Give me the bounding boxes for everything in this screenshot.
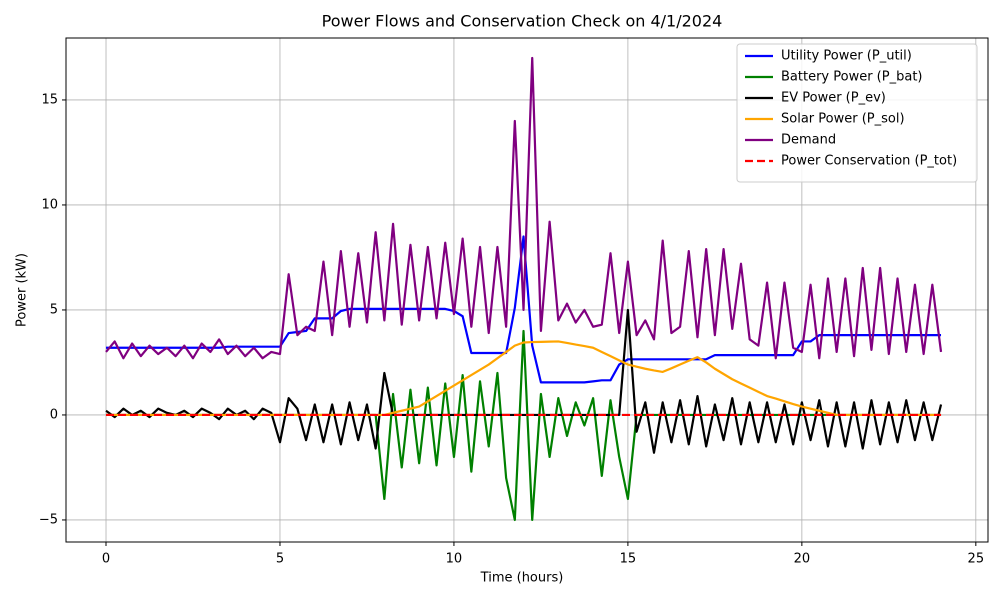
x-tick-label: 0 — [102, 552, 110, 567]
legend-label: Demand — [781, 133, 836, 148]
y-tick-label: 5 — [50, 302, 58, 317]
y-tick-label: 15 — [41, 92, 58, 107]
series-line — [106, 235, 942, 384]
y-tick-label: −5 — [39, 512, 58, 527]
x-tick-label: 25 — [968, 552, 985, 567]
legend-label: Battery Power (P_bat) — [781, 70, 922, 85]
series-line — [105, 56, 943, 360]
legend-box — [736, 43, 978, 183]
series-line — [105, 308, 943, 454]
y-tick-label: 0 — [50, 407, 58, 422]
y-tick-label: 10 — [41, 197, 58, 212]
x-axis-label: Time (hours) — [480, 571, 564, 586]
chart-title: Power Flows and Conservation Check on 4/… — [322, 12, 723, 31]
x-tick-label: 20 — [794, 552, 811, 567]
x-tick-label: 15 — [620, 552, 637, 567]
plot-frame — [65, 37, 989, 543]
legend-label: Power Conservation (P_tot) — [781, 154, 957, 169]
x-tick-label: 5 — [276, 552, 284, 567]
legend-label: Utility Power (P_util) — [781, 49, 912, 64]
x-tick-label: 10 — [446, 552, 463, 567]
y-axis-label: Power (kW) — [15, 253, 30, 327]
legend-label: EV Power (P_ev) — [781, 91, 886, 106]
legend-label: Solar Power (P_sol) — [781, 112, 905, 127]
